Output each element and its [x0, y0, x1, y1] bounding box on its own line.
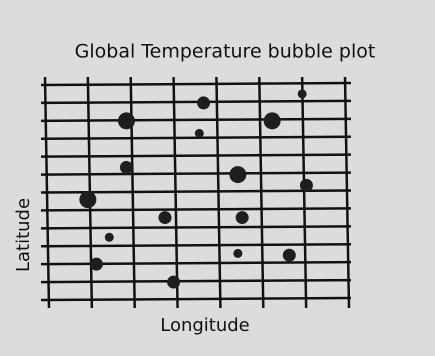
grid-line	[40, 189, 352, 194]
bubble	[297, 89, 307, 99]
grid-line	[40, 243, 352, 248]
bubble	[119, 160, 133, 174]
grid-line	[40, 278, 352, 284]
grid-line	[300, 76, 308, 309]
bubble	[89, 257, 103, 271]
bubble	[167, 275, 181, 289]
grid-line	[40, 99, 352, 105]
grid-line	[258, 76, 265, 309]
bubble	[197, 96, 211, 110]
bubble	[299, 178, 313, 192]
grid-line	[40, 81, 352, 87]
bubble	[229, 166, 247, 184]
bubble	[158, 211, 172, 225]
bubble	[263, 112, 281, 130]
bubble	[117, 112, 135, 130]
x-axis-label: Longitude	[160, 315, 250, 336]
grid-line	[40, 135, 352, 140]
bubble	[79, 191, 97, 209]
grid-line	[40, 296, 352, 302]
chart-title: Global Temperature bubble plot	[75, 41, 376, 63]
bubble	[233, 248, 243, 258]
bubble	[235, 211, 249, 225]
grid-line	[40, 225, 352, 230]
grid-line	[40, 117, 352, 123]
grid-line	[40, 153, 352, 158]
grid-line	[343, 76, 351, 309]
bubble	[194, 128, 204, 138]
y-axis-label: Latitude	[13, 198, 34, 272]
grid-line	[40, 207, 352, 212]
bubble	[282, 248, 296, 262]
grid-line	[40, 171, 352, 176]
bubble	[104, 232, 114, 242]
